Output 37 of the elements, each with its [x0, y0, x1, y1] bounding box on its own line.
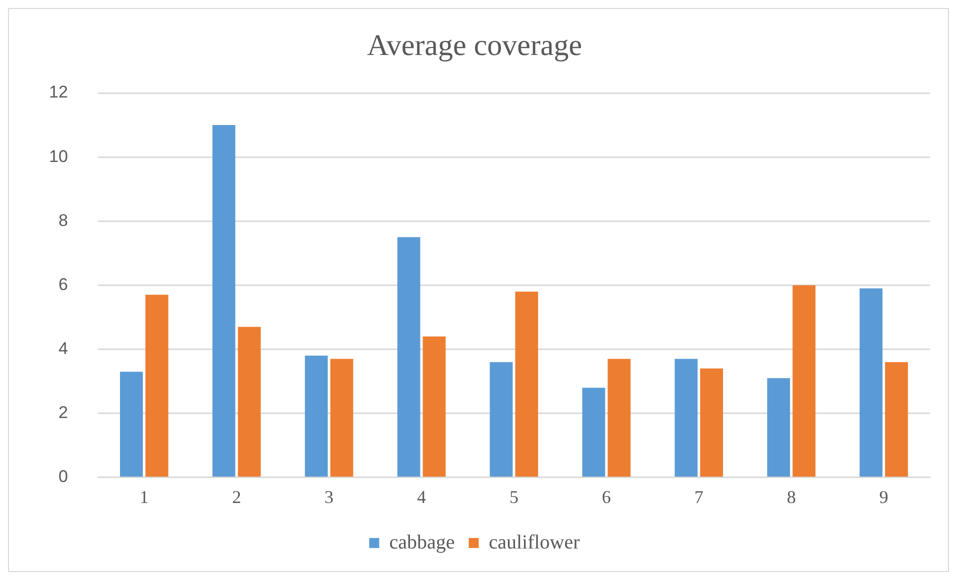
bar: [700, 368, 724, 477]
bar: [582, 388, 606, 477]
x-tick-label: 7: [694, 486, 704, 507]
x-tick-label: 9: [879, 486, 888, 507]
bar: [120, 372, 143, 477]
x-tick-label: 3: [324, 486, 334, 507]
y-tick-label: 6: [58, 274, 68, 294]
x-tick-label: 4: [417, 486, 426, 507]
legend-label: cabbage: [389, 531, 455, 554]
y-tick-label: 0: [58, 467, 68, 486]
legend-label: cauliflower: [488, 531, 580, 554]
bar: [860, 288, 882, 477]
bar: [212, 125, 236, 477]
bar: [608, 358, 631, 477]
y-tick-label: 2: [58, 403, 68, 422]
bar: [674, 358, 698, 477]
bar: [145, 294, 168, 477]
bar: [304, 356, 328, 477]
bar: [515, 292, 538, 477]
chart-title: Average coverage: [366, 28, 582, 62]
bar: [397, 237, 420, 477]
x-tick-label: 2: [232, 486, 242, 507]
bar: [792, 285, 816, 477]
y-tick-label: 10: [48, 146, 68, 166]
x-tick-label: 5: [509, 486, 518, 507]
y-tick-label: 4: [58, 338, 68, 358]
bar: [767, 378, 790, 477]
bar: [330, 358, 354, 477]
x-tick-label: 8: [786, 486, 796, 507]
y-tick-label: 8: [58, 210, 68, 230]
x-tick-label: 1: [140, 486, 149, 507]
bar: [885, 362, 908, 477]
bar: [238, 326, 261, 477]
x-tick-label: 6: [602, 486, 611, 507]
bar: [490, 362, 513, 477]
y-tick-label: 12: [48, 82, 68, 102]
bar: [422, 336, 446, 477]
